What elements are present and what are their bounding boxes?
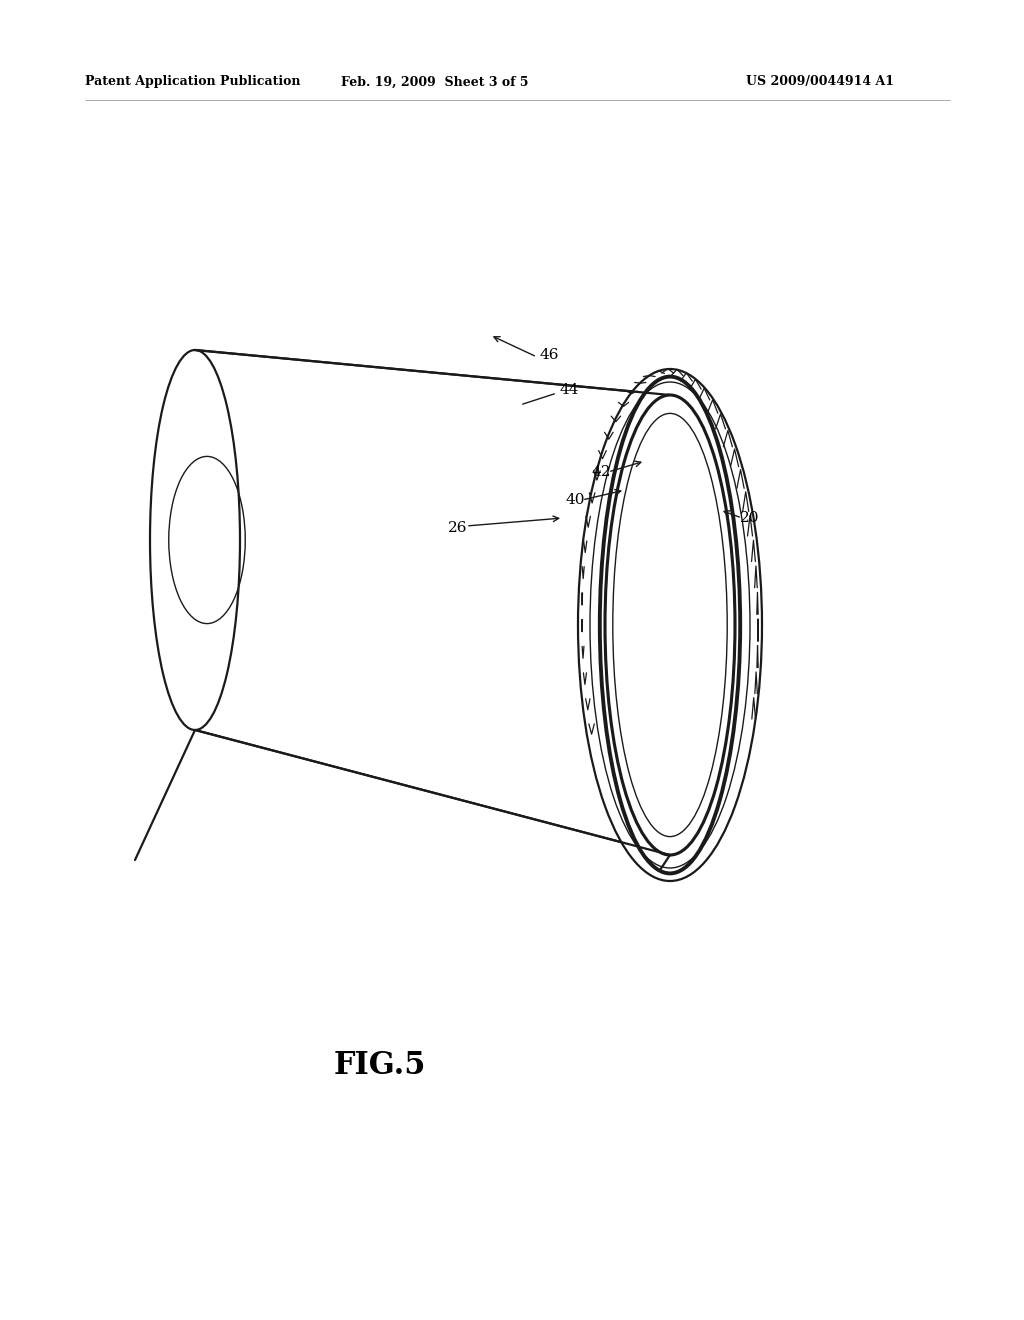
Text: 40: 40 [565, 492, 585, 507]
Text: 26: 26 [449, 521, 468, 535]
Text: Patent Application Publication: Patent Application Publication [85, 75, 300, 88]
Text: Feb. 19, 2009  Sheet 3 of 5: Feb. 19, 2009 Sheet 3 of 5 [341, 75, 528, 88]
Ellipse shape [590, 381, 750, 869]
Ellipse shape [578, 370, 762, 880]
Text: 44: 44 [560, 383, 580, 397]
Ellipse shape [150, 350, 240, 730]
Text: 46: 46 [540, 348, 559, 362]
Ellipse shape [605, 395, 735, 855]
Text: FIG.5: FIG.5 [334, 1049, 426, 1081]
Text: US 2009/0044914 A1: US 2009/0044914 A1 [746, 75, 894, 88]
Text: 42: 42 [592, 465, 611, 479]
Text: 20: 20 [740, 511, 760, 525]
Polygon shape [195, 350, 670, 880]
